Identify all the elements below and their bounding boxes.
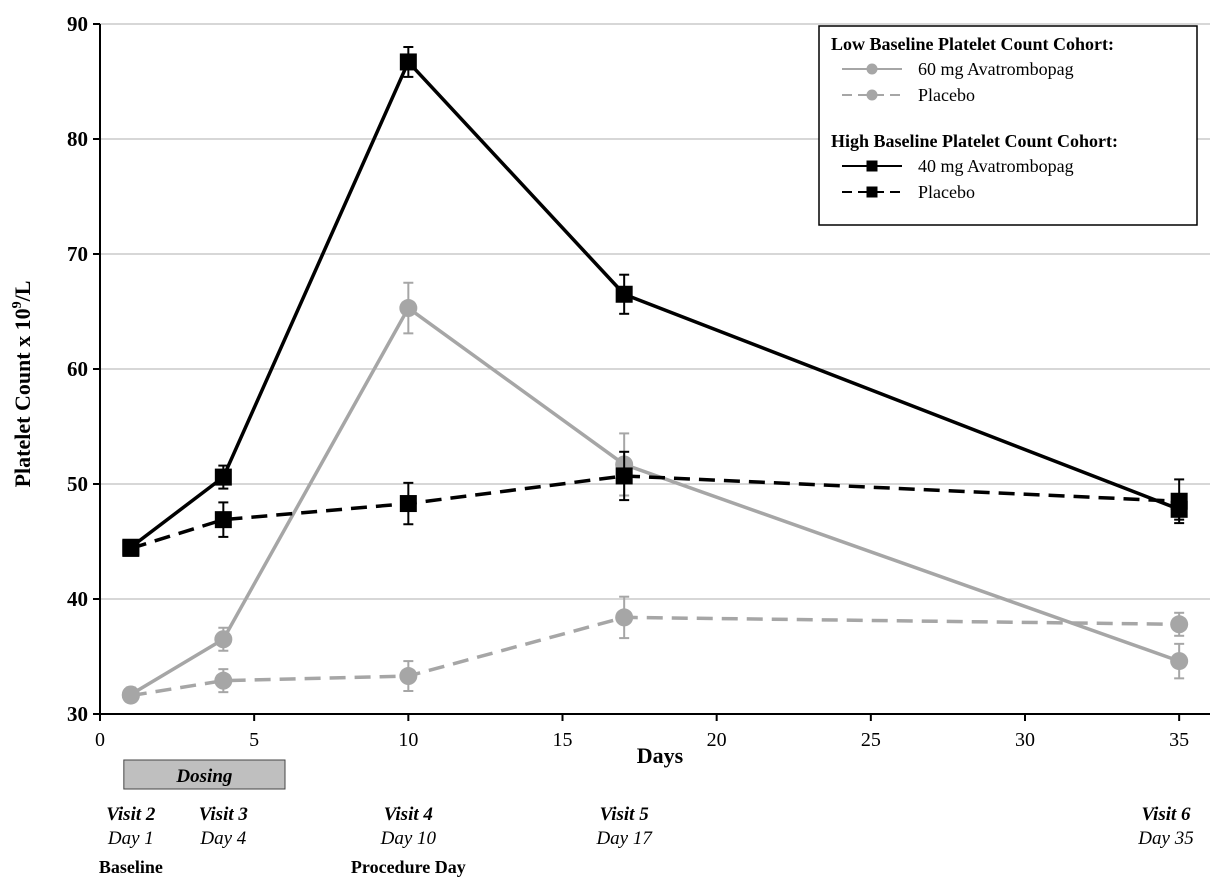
data-point-0-2 bbox=[399, 299, 418, 318]
legend-marker-1-0 bbox=[866, 160, 878, 172]
data-point-1-3 bbox=[615, 608, 634, 627]
data-point-3-3 bbox=[615, 467, 633, 485]
visit-day-2: Day 10 bbox=[380, 828, 437, 849]
dosing-bar bbox=[123, 759, 286, 790]
visit-label-4: Visit 6 bbox=[1141, 804, 1191, 825]
visit-group-1: Visit 3 Day 4 bbox=[199, 804, 248, 849]
legend-symbol-0-1 bbox=[842, 89, 902, 101]
x-tick-label-0: 0 bbox=[95, 729, 105, 751]
y-tick-label-90: 90 bbox=[67, 12, 88, 36]
legend-label-0-0: 60 mg Avatrombopag bbox=[918, 59, 1074, 79]
x-tick-label-35: 35 bbox=[1169, 729, 1189, 751]
data-point-1-4 bbox=[1170, 615, 1189, 634]
data-point-3-1 bbox=[214, 511, 232, 529]
visit-group-3: Visit 5 Day 17 bbox=[595, 804, 653, 849]
data-point-0-4 bbox=[1170, 652, 1189, 671]
data-point-3-2 bbox=[399, 495, 417, 513]
y-tick-label-70: 70 bbox=[67, 242, 88, 266]
legend-label-1-0: 40 mg Avatrombopag bbox=[918, 156, 1074, 176]
x-tick-label-15: 15 bbox=[553, 729, 573, 751]
visit-group-2: Visit 4 Day 10 Procedure Day bbox=[351, 804, 466, 877]
data-point-2-2 bbox=[399, 53, 417, 71]
visit-note-0: Baseline bbox=[99, 857, 163, 877]
visit-day-1: Day 4 bbox=[199, 828, 246, 849]
visit-label-1: Visit 3 bbox=[199, 804, 248, 825]
legend-symbol-1-1 bbox=[842, 186, 902, 198]
legend-marker-0-1 bbox=[866, 89, 878, 101]
data-point-0-0 bbox=[121, 685, 140, 704]
series-2 bbox=[122, 46, 1188, 556]
legend-heading-0: Low Baseline Platelet Count Cohort: bbox=[831, 34, 1114, 54]
axes: 30 40 50 60 70 80 90 0 5 10 15 20 25 30 35 bbox=[67, 12, 1210, 751]
series-3 bbox=[122, 450, 1188, 557]
data-point-1-2 bbox=[399, 667, 418, 686]
series-1 bbox=[121, 595, 1189, 705]
legend-label-1-1: Placebo bbox=[918, 182, 975, 202]
series-line-1 bbox=[130, 615, 1180, 698]
x-tick-label-5: 5 bbox=[249, 729, 259, 751]
y-tick-label-50: 50 bbox=[67, 472, 88, 496]
data-point-2-1 bbox=[214, 468, 232, 486]
y-axis-label: Platelet Count x 109/L bbox=[10, 281, 35, 488]
x-tick-label-20: 20 bbox=[707, 729, 727, 751]
data-point-2-4 bbox=[1170, 500, 1188, 518]
y-axis-label-unit: /L bbox=[10, 281, 35, 303]
data-point-2-3 bbox=[615, 285, 633, 303]
visit-day-0: Day 1 bbox=[107, 828, 154, 849]
series-line-3 bbox=[130, 474, 1180, 551]
x-tick-label-25: 25 bbox=[861, 729, 881, 751]
visit-day-3: Day 17 bbox=[595, 828, 653, 849]
visit-note-2: Procedure Day bbox=[351, 857, 466, 877]
x-tick-label-10: 10 bbox=[398, 729, 418, 751]
x-axis-label: Days bbox=[637, 743, 684, 768]
y-tick-label-80: 80 bbox=[67, 127, 88, 151]
y-axis-label-superscript: 9 bbox=[10, 301, 25, 308]
visit-labels: Visit 2 Day 1 Baseline Visit 3 Day 4 Visit 4 D… bbox=[99, 804, 1194, 877]
x-tick-label-30: 30 bbox=[1015, 729, 1035, 751]
visit-group-4: Visit 6 Day 35 bbox=[1137, 804, 1193, 849]
data-point-1-1 bbox=[214, 671, 233, 690]
dosing-label: Dosing bbox=[175, 766, 232, 787]
legend-marker-1-1 bbox=[866, 186, 878, 198]
legend-symbol-0-0 bbox=[842, 63, 902, 75]
series-line-0 bbox=[129, 306, 1180, 696]
visit-label-0: Visit 2 bbox=[106, 804, 156, 825]
y-axis-label-main: Platelet Count x 10 bbox=[10, 308, 35, 487]
legend-heading-1: High Baseline Platelet Count Cohort: bbox=[831, 131, 1118, 151]
visit-label-2: Visit 4 bbox=[384, 804, 433, 825]
visit-day-4: Day 35 bbox=[1137, 828, 1193, 849]
legend-label-0-1: Placebo bbox=[918, 85, 975, 105]
dosing-band: Dosing bbox=[123, 759, 286, 790]
series-layer bbox=[121, 46, 1189, 705]
legend-marker-0-0 bbox=[866, 63, 878, 75]
data-point-2-0 bbox=[122, 538, 140, 556]
gridlines bbox=[100, 23, 1210, 600]
visit-group-0: Visit 2 Day 1 Baseline bbox=[99, 804, 163, 877]
y-tick-label-60: 60 bbox=[67, 357, 88, 381]
y-tick-label-40: 40 bbox=[67, 587, 88, 611]
data-point-0-1 bbox=[214, 630, 233, 649]
y-tick-label-30: 30 bbox=[67, 702, 88, 726]
visit-label-3: Visit 5 bbox=[600, 804, 650, 825]
legend-symbol-1-0 bbox=[842, 160, 902, 172]
legend: Low Baseline Platelet Count Cohort: 60 mg… bbox=[818, 25, 1198, 226]
